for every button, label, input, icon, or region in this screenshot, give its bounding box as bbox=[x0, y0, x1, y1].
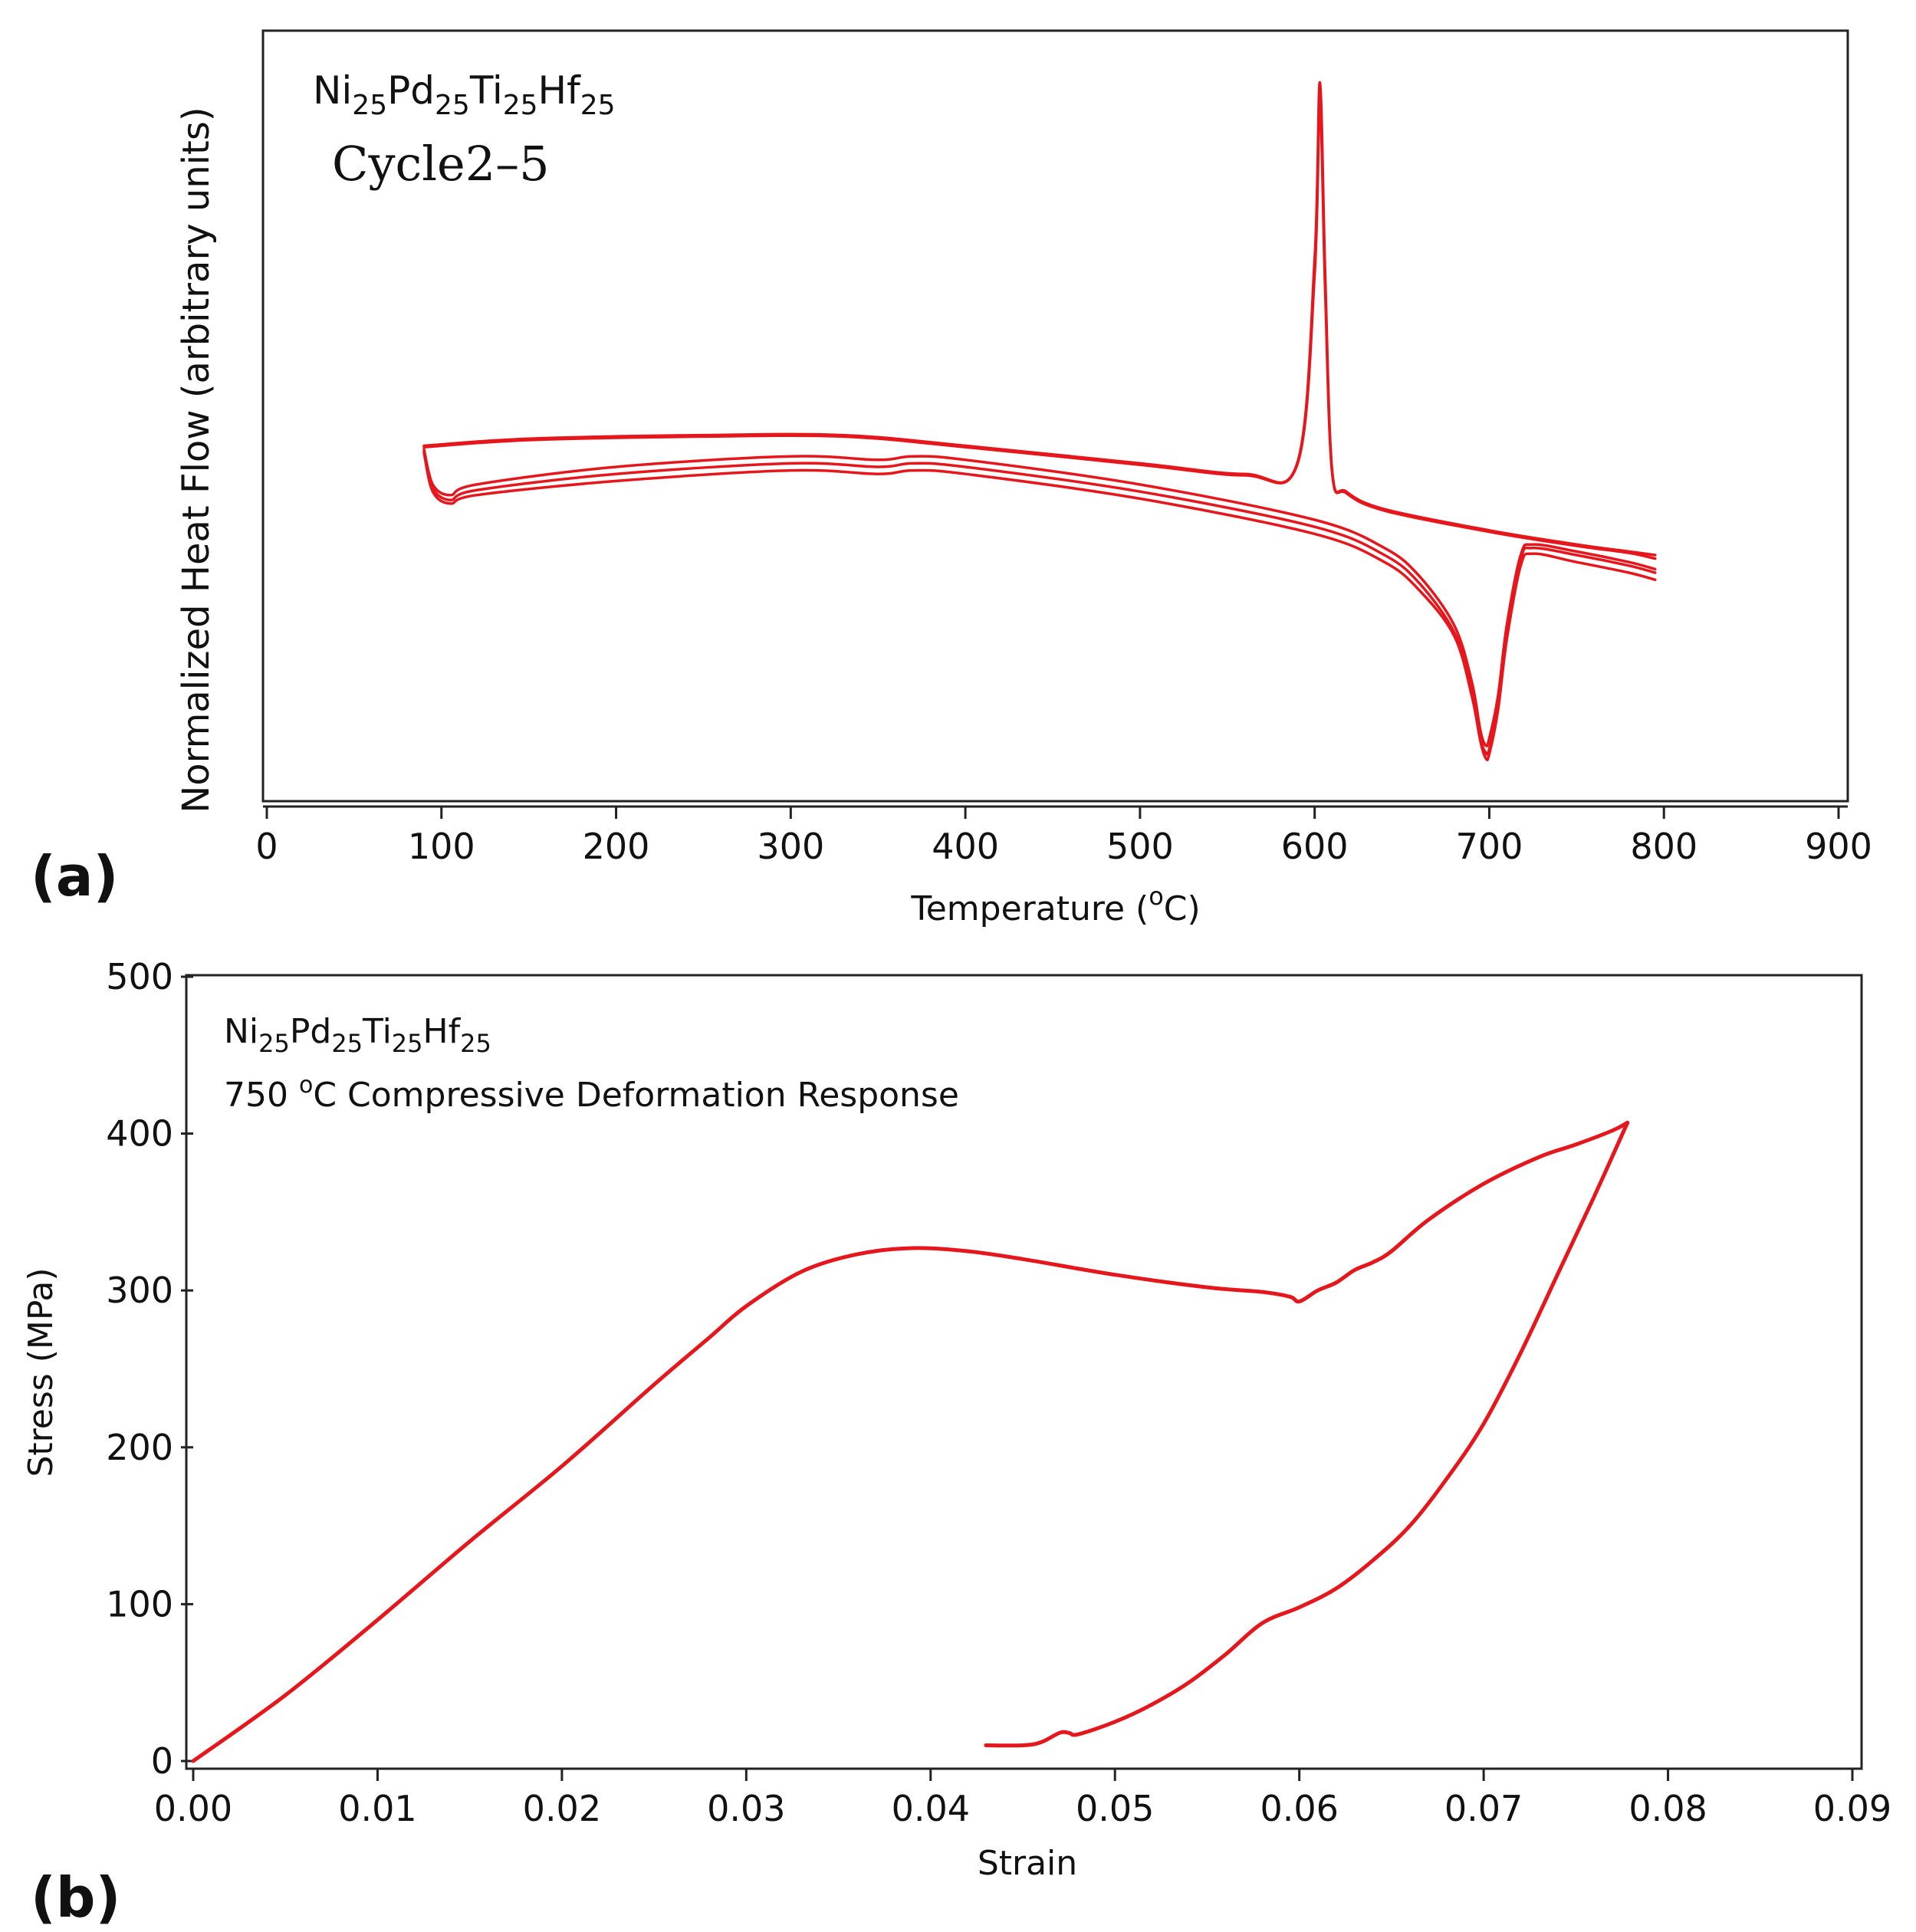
panel-b-composition: Ni25Pd25Ti25Hf25 bbox=[224, 1012, 491, 1058]
panel-b-series-loading bbox=[191, 1120, 1630, 1763]
panel-a-series-cycle-3-heating bbox=[422, 102, 1657, 560]
panel-b-x-tick-label: 0.04 bbox=[892, 1788, 970, 1829]
panel-a-x-tick-label: 300 bbox=[757, 826, 824, 867]
panel-a-x-axis-label: Temperature (oC) bbox=[910, 882, 1200, 928]
panel-a-series-cycle-2-cooling bbox=[422, 448, 1657, 748]
panel-b-y-tick-label: 0 bbox=[151, 1740, 173, 1782]
panel-a-x-tick-label: 400 bbox=[932, 826, 999, 867]
panel-a-plot-frame bbox=[261, 29, 1849, 803]
panel-b-x-tick-label: 0.01 bbox=[338, 1788, 416, 1829]
panel-a-x-tick-label: 200 bbox=[583, 826, 650, 867]
panel-b-x-tick-label: 0.00 bbox=[154, 1788, 232, 1829]
panel-b-x-axis-label: Strain bbox=[978, 1844, 1077, 1883]
panel-a-x-tick-label: 500 bbox=[1106, 826, 1174, 867]
panel-b-test-description: 750 oC Compressive Deformation Response bbox=[224, 1072, 959, 1115]
panel-a-letter: (a) bbox=[31, 844, 118, 909]
panel-a-composition: Ni25Pd25Ti25Hf25 bbox=[313, 68, 616, 121]
panel-a-curves bbox=[422, 80, 1657, 761]
panel-b-x-tick-label: 0.05 bbox=[1076, 1788, 1154, 1829]
panel-b-y-tick-label: 500 bbox=[106, 956, 173, 997]
panel-a-y-axis-label: Normalized Heat Flow (arbitrary units) bbox=[175, 107, 218, 813]
panel-a-x-ticks: 0 100 200 300 400 500 600 700 800 900 bbox=[255, 807, 1872, 867]
panel-b-x-tick-label: 0.08 bbox=[1628, 1788, 1707, 1829]
panel-b-curves bbox=[191, 1120, 1630, 1763]
panel-b-series-unloading bbox=[984, 1120, 1630, 1748]
panel-b-y-tick-label: 100 bbox=[106, 1583, 173, 1625]
panel-a-x-tick-label: 700 bbox=[1456, 826, 1523, 867]
panel-a-x-tick-label: 800 bbox=[1630, 826, 1697, 867]
panel-b-letter: (b) bbox=[31, 1865, 120, 1930]
panel-a-cycle-label: Cycle2–5 bbox=[332, 136, 550, 192]
panel-a-series-cycle-3-cooling bbox=[422, 450, 1657, 756]
panel-b-x-tick-label: 0.06 bbox=[1260, 1788, 1338, 1829]
panel-b-plot-frame bbox=[185, 974, 1863, 1770]
panel-a-series-cycle-4-cooling bbox=[422, 451, 1657, 761]
panel-b-x-tick-label: 0.09 bbox=[1813, 1788, 1891, 1829]
panel-b-x-tick-label: 0.07 bbox=[1444, 1788, 1523, 1829]
panel-a-heat-flow-chart: 0 100 200 300 400 500 600 700 800 900 Ni25Pd25Ti2… bbox=[31, 29, 1872, 928]
panel-b-y-tick-label: 400 bbox=[106, 1113, 173, 1155]
panel-a-x-tick-label: 100 bbox=[408, 826, 475, 867]
panel-b-stress-strain-chart: 0.00 0.01 0.02 0.03 0.04 0.05 0.06 0.07 0.08 0.09… bbox=[21, 956, 1891, 1930]
panel-b-ticks: 0.00 0.01 0.02 0.03 0.04 0.05 0.06 0.07 0.08 0.09… bbox=[106, 956, 1891, 1829]
panel-b-y-tick-label: 200 bbox=[106, 1427, 173, 1468]
panel-b-x-tick-label: 0.02 bbox=[523, 1788, 601, 1829]
panel-a-x-tick-label: 600 bbox=[1281, 826, 1349, 867]
panel-b-x-tick-label: 0.03 bbox=[707, 1788, 785, 1829]
panel-b-y-axis-label: Stress (MPa) bbox=[21, 1267, 61, 1477]
panel-a-x-tick-label: 900 bbox=[1805, 826, 1872, 867]
panel-b-y-tick-label: 300 bbox=[106, 1270, 173, 1311]
panel-a-x-tick-label: 0 bbox=[255, 826, 278, 867]
